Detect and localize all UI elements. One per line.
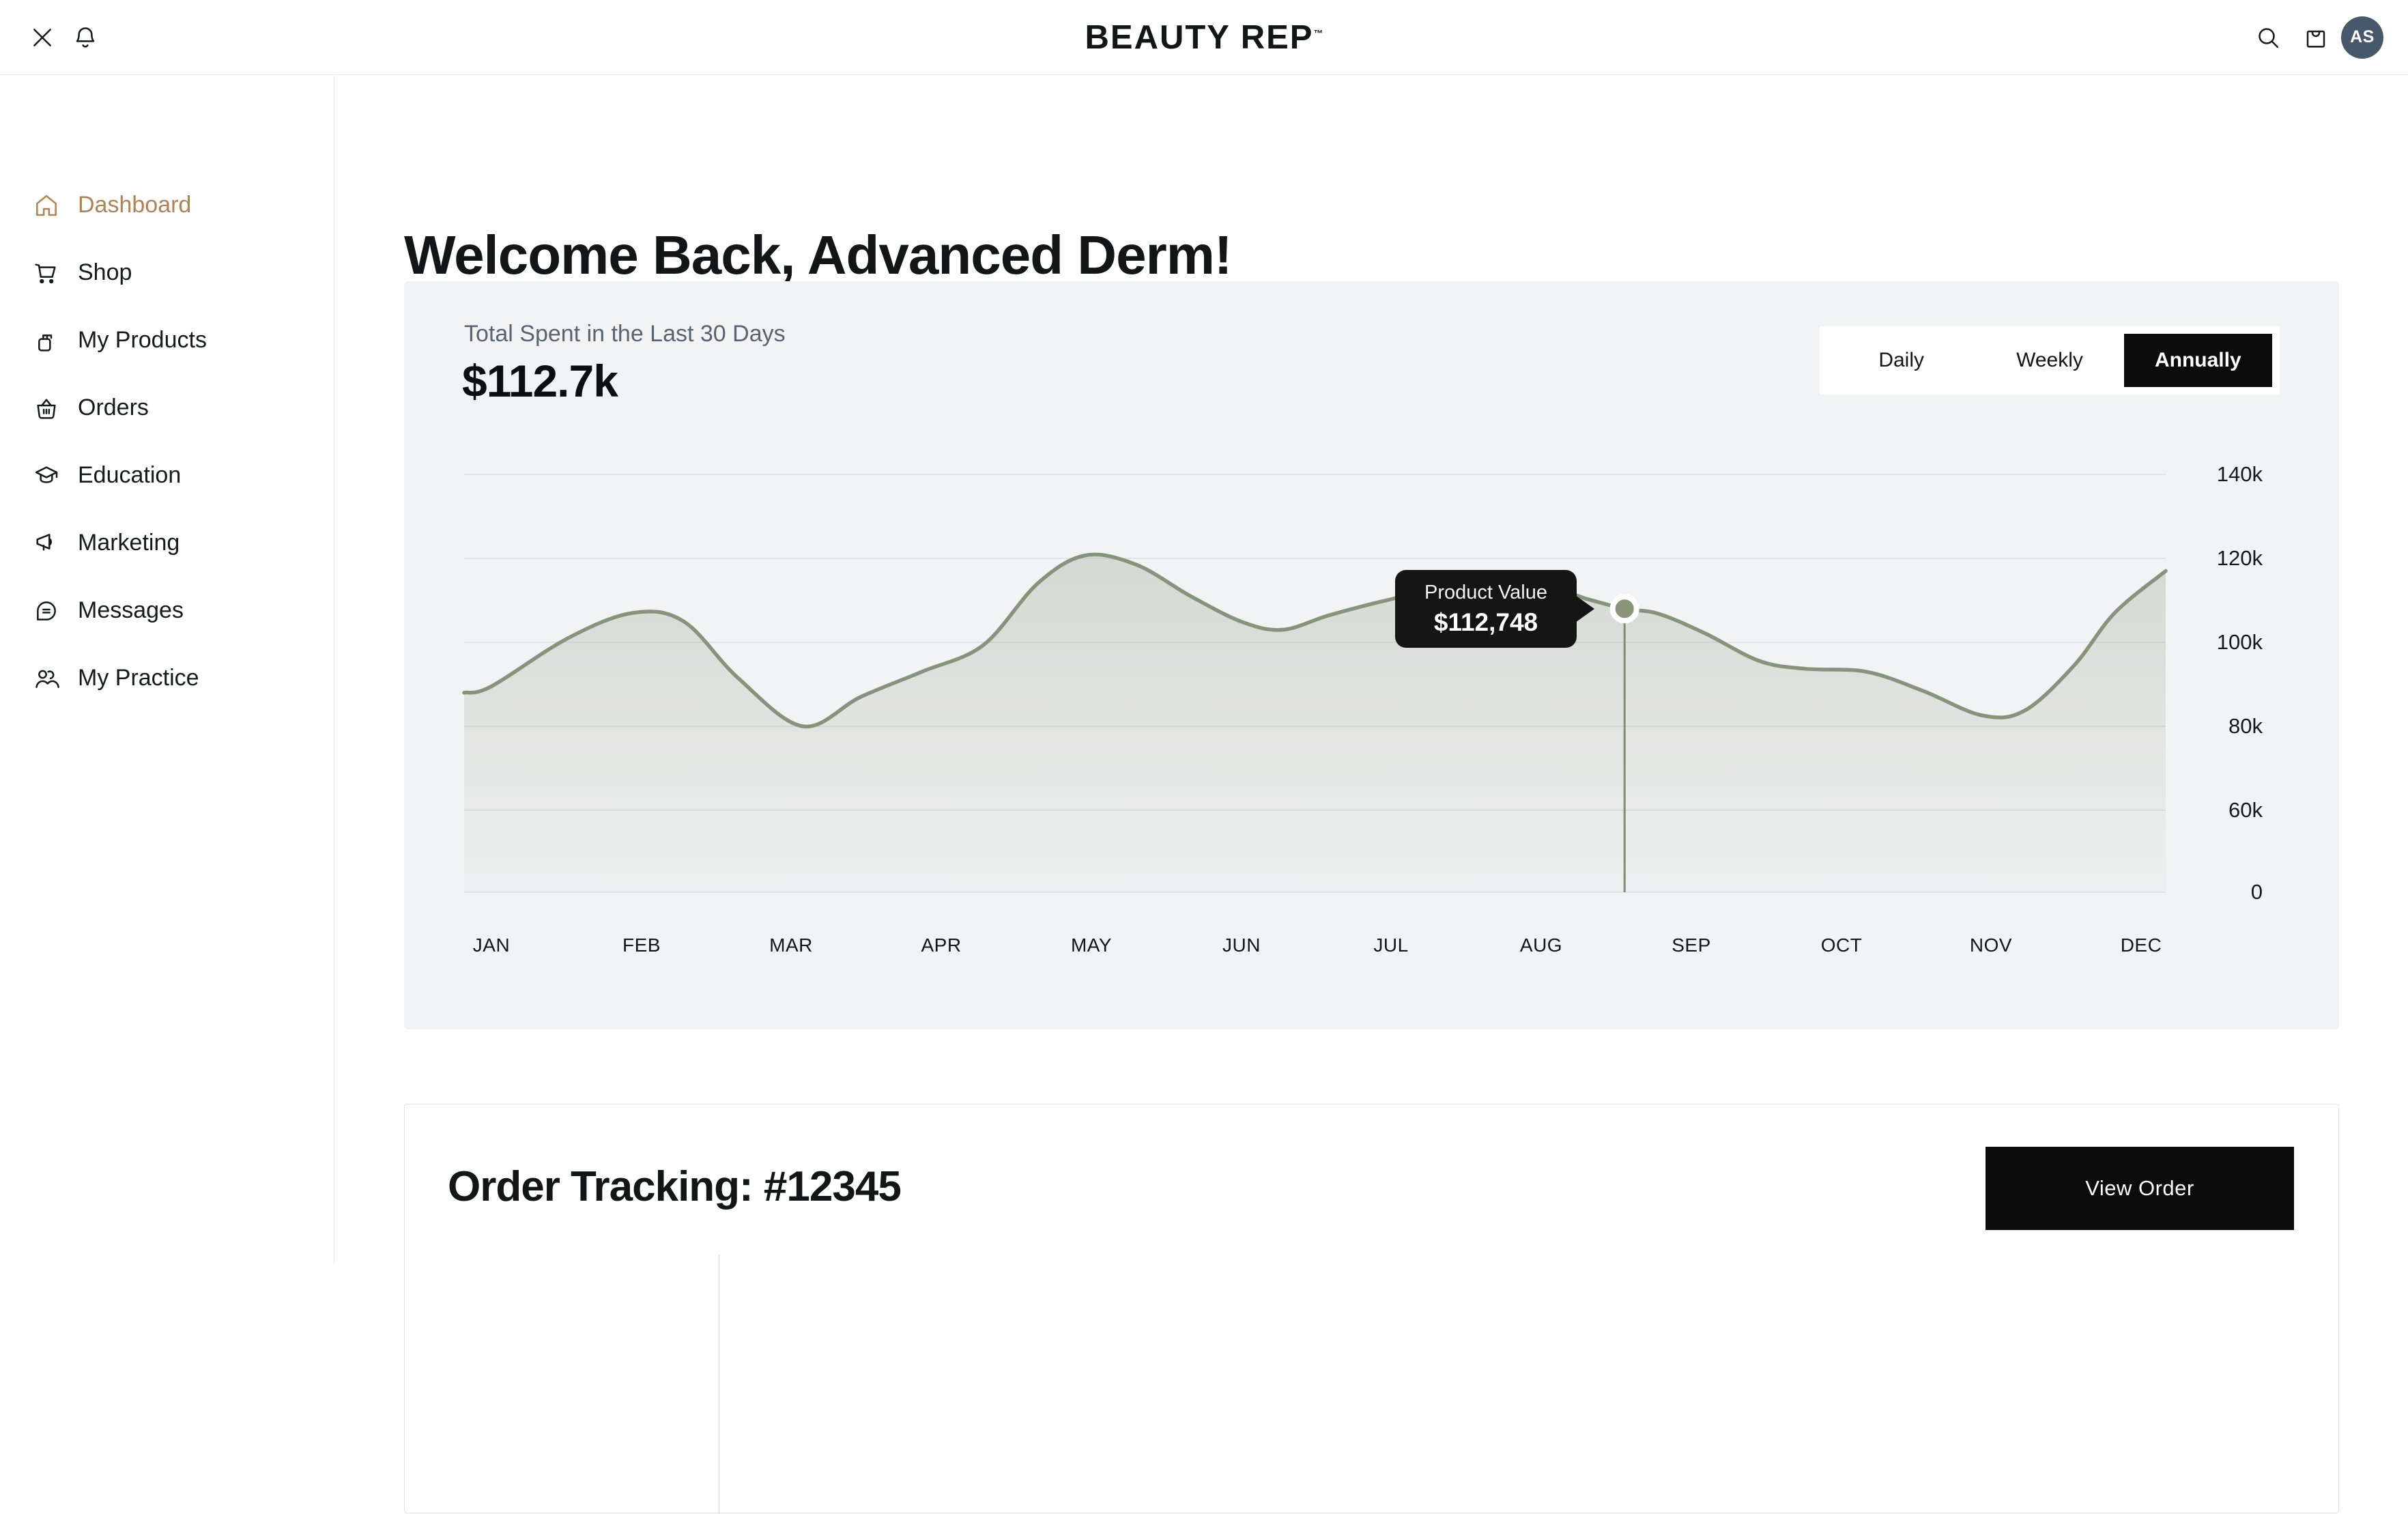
sidebar-nav: Dashboard Shop My Products Orders Education M…: [0, 76, 334, 1263]
chart-tooltip: Product Value $112,748: [1395, 570, 1594, 648]
tooltip-value: $112,748: [1433, 608, 1538, 636]
sidebar-item-label: Messages: [78, 597, 184, 623]
sidebar-item-marketing[interactable]: Marketing: [0, 509, 334, 577]
trademark-symbol: ™: [1313, 27, 1323, 39]
y-tick-0: 0: [2250, 880, 2263, 904]
basket-icon: [37, 398, 56, 419]
pump-bottle-icon: [38, 334, 53, 352]
x-tick-may: MAY: [1070, 934, 1113, 956]
sidebar-item-label: Shop: [78, 259, 132, 285]
sidebar-item-dashboard[interactable]: Dashboard: [0, 171, 334, 239]
top-bar: BEAUTY REP™ AS: [0, 0, 2408, 75]
range-toggle: Daily Weekly Annually: [1820, 326, 2280, 395]
x-tick-dec: DEC: [2120, 934, 2162, 956]
sidebar-item-orders[interactable]: Orders: [0, 374, 334, 442]
chart-line: [462, 552, 2168, 729]
sidebar-item-label: Orders: [78, 395, 149, 420]
bell-icon[interactable]: [70, 23, 100, 53]
order-tracking-card: Order Tracking: #12345 View Order: [404, 1104, 2339, 1514]
y-tick-80k: 80k: [2228, 714, 2263, 738]
sidebar-item-my-products[interactable]: My Products: [0, 306, 334, 374]
view-order-button[interactable]: View Order: [1986, 1147, 2294, 1230]
x-tick-apr: APR: [921, 934, 962, 956]
cart-icon: [35, 263, 56, 283]
range-option-weekly[interactable]: Weekly: [2016, 349, 2083, 371]
close-icon[interactable]: [27, 23, 57, 53]
avatar[interactable]: AS: [2341, 16, 2383, 59]
x-tick-mar: MAR: [769, 934, 813, 956]
y-tick-140k: 140k: [2216, 462, 2263, 486]
sidebar-item-label: Marketing: [78, 530, 180, 556]
megaphone-icon: [36, 533, 53, 551]
x-tick-sep: SEP: [1672, 934, 1711, 956]
sidebar-item-shop[interactable]: Shop: [0, 239, 334, 306]
spend-chart: [462, 474, 2168, 893]
total-spent-card: Total Spent in the Last 30 Days $112.7k …: [404, 281, 2339, 1029]
tooltip-label: Product Value: [1424, 581, 1548, 603]
users-icon: [35, 670, 59, 688]
sidebar-item-label: Education: [78, 462, 182, 488]
sidebar-item-messages[interactable]: Messages: [0, 577, 334, 644]
y-tick-120k: 120k: [2216, 546, 2263, 570]
y-tick-100k: 100k: [2216, 630, 2263, 654]
x-tick-jul: JUL: [1373, 934, 1409, 956]
x-tick-jan: JAN: [472, 934, 511, 956]
graduation-cap-icon: [35, 466, 58, 483]
y-tick-60k: 60k: [2228, 798, 2263, 822]
sidebar-item-label: My Practice: [78, 665, 199, 691]
main-content: Welcome Back, Advanced Derm! Total Spent…: [335, 76, 2408, 1514]
sidebar-item-education[interactable]: Education: [0, 442, 334, 509]
order-tracking-title: Order Tracking: #12345: [448, 1163, 902, 1210]
home-icon: [36, 195, 57, 216]
brand-logo: BEAUTY REP™: [1085, 18, 1323, 56]
range-option-annually[interactable]: Annually: [2123, 334, 2272, 387]
chat-bubble-icon: [37, 601, 56, 620]
area-chart-canvas: [462, 474, 2168, 893]
spend-card-value: $112.7k: [462, 356, 618, 406]
x-tick-nov: NOV: [1969, 934, 2013, 956]
chart-area-fill: [464, 554, 2166, 892]
search-icon[interactable]: [2253, 23, 2283, 53]
x-tick-aug: AUG: [1519, 934, 1563, 956]
range-option-daily[interactable]: Daily: [1878, 349, 1924, 371]
sidebar-item-label: My Products: [78, 327, 207, 353]
sidebar-item-my-practice[interactable]: My Practice: [0, 644, 334, 712]
x-tick-oct: OCT: [1820, 934, 1863, 956]
highlight-dot[interactable]: [1609, 594, 1639, 624]
spend-card-title: Total Spent in the Last 30 Days: [464, 321, 786, 347]
shopping-bag-icon[interactable]: [2301, 23, 2331, 53]
x-tick-jun: JUN: [1222, 934, 1261, 956]
page-title: Welcome Back, Advanced Derm!: [404, 225, 1232, 285]
avatar-initials: AS: [2350, 27, 2375, 46]
sidebar-item-label: Dashboard: [78, 192, 192, 218]
tooltip-arrow: [1575, 595, 1594, 623]
x-tick-feb: FEB: [622, 934, 661, 956]
